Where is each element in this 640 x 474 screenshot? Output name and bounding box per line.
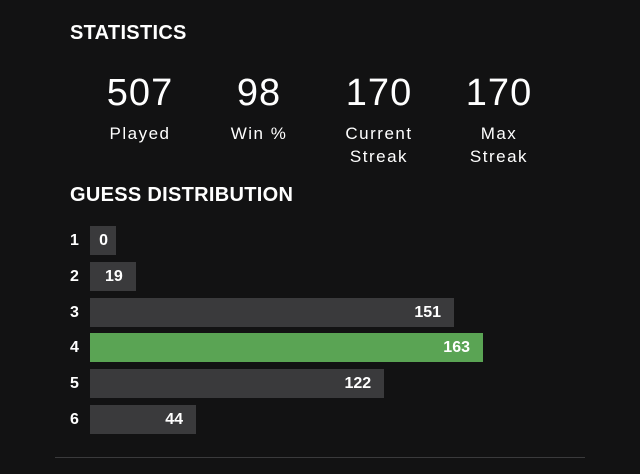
stat-label: Played [109,124,171,143]
divider [55,457,585,458]
stat: 98 Win % [199,70,319,145]
distribution-bar: 163 [90,333,483,363]
guess-number: 3 [70,303,79,321]
distribution-bar: 151 [90,297,455,327]
stat-label: Win % [230,124,288,143]
stat: 170 Max Streak [439,70,559,168]
guess-number: 5 [70,375,79,393]
stat: 170 Current Streak [319,70,439,168]
bar-value: 19 [105,267,123,285]
bar-value: 163 [443,339,470,357]
distribution-bar: 44 [90,405,197,434]
distribution-bar: 122 [90,369,385,399]
bar-value: 151 [414,303,442,321]
guess-number: 6 [70,411,79,428]
stat: 507 Played [80,70,200,145]
stat-label: Current Streak [345,124,413,166]
stat-label: Max Streak [469,124,529,166]
stat-value: 98 [236,72,282,114]
guess-number: 1 [70,232,79,249]
stat-value: 170 [345,72,413,114]
bar-value: 122 [344,375,372,393]
distribution-bar: 19 [90,261,136,291]
guess-number: 2 [70,267,79,285]
statistics-title: STATISTICS [70,22,187,44]
stat-value: 507 [106,72,174,114]
guess-number: 4 [70,339,79,357]
bar-value: 44 [165,411,184,428]
stat-value: 170 [465,72,533,114]
distribution-title: GUESS DISTRIBUTION [70,184,294,206]
distribution-bar: 0 [90,226,116,255]
bar-value: 0 [99,232,108,249]
